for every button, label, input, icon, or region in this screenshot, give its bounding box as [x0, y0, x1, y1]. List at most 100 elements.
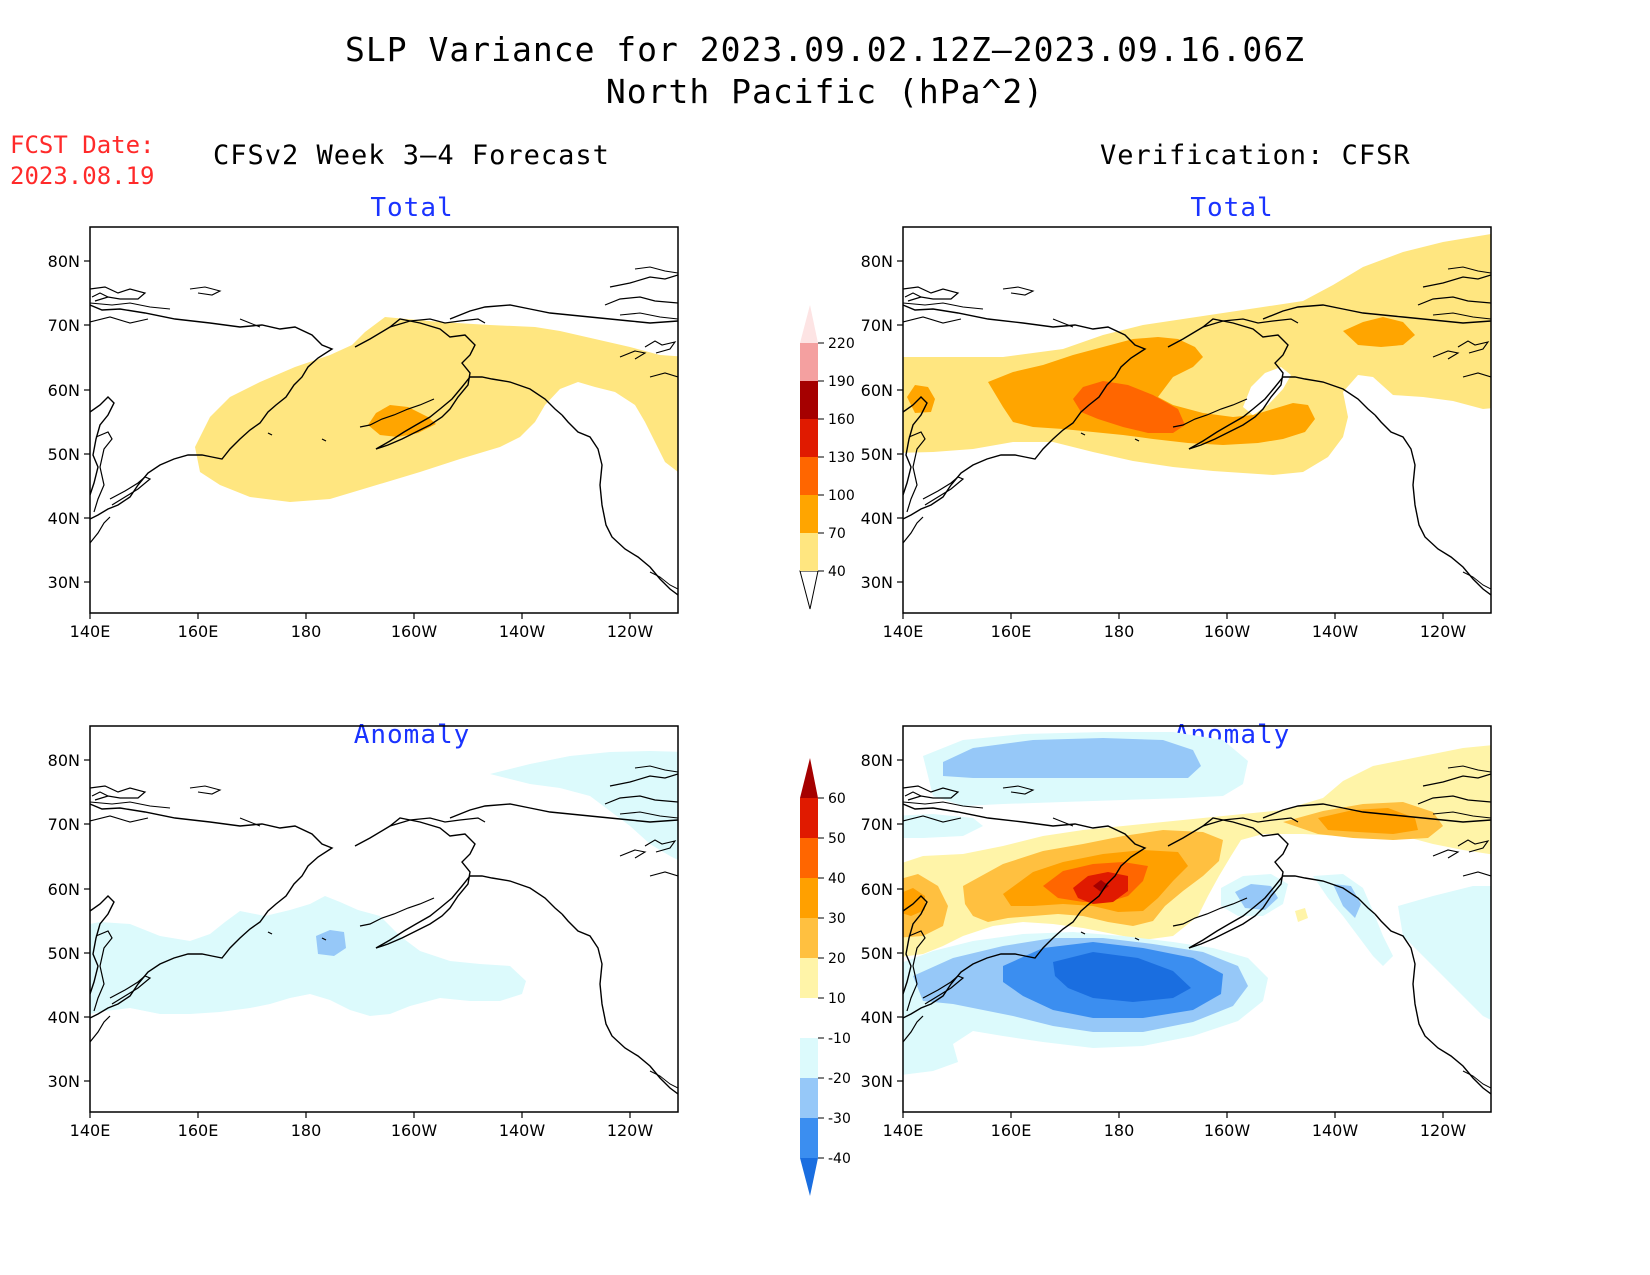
colorbar-total-bin — [800, 533, 818, 571]
contour-70-100-arctic — [1343, 317, 1415, 347]
colorbar-anomaly-label: 30 — [828, 911, 846, 927]
colorbar-anomaly-label: 10 — [828, 991, 846, 1007]
colorbar-total-bin — [800, 495, 818, 533]
contour-70-100-main — [988, 337, 1315, 445]
colorbar-total-label: 220 — [828, 336, 855, 352]
lon-label: 120W — [1420, 1121, 1467, 1140]
contour-70-100 — [368, 405, 436, 437]
panel-subtitle-forecast-anomaly: Anomaly — [353, 720, 471, 750]
chart-title: SLP Variance for 2023.09.02.12Z–2023.09.… — [345, 30, 1305, 69]
map-panel-forecast-total — [89, 226, 679, 614]
lat-label: 30N — [861, 573, 893, 592]
colorbar-anomaly-label: 40 — [828, 871, 846, 887]
map-panel-verification-anomaly — [902, 725, 1492, 1113]
lat-label: 50N — [48, 944, 80, 963]
lon-label: 140E — [70, 622, 111, 641]
lat-label: 80N — [48, 252, 80, 271]
lon-label: 160W — [1204, 1121, 1251, 1140]
lat-label: 40N — [48, 509, 80, 528]
lon-label: 180 — [291, 1121, 322, 1140]
fcst-date-value: 2023.08.19 — [10, 162, 155, 190]
lat-label: 30N — [861, 1072, 893, 1091]
colorbar-total-bin — [800, 381, 818, 419]
colorbar-total-label: 40 — [828, 564, 846, 580]
colorbar-anomaly-label: 20 — [828, 951, 846, 967]
colorbar-total-lower-tri — [799, 570, 819, 610]
contour-30-40-west — [903, 888, 925, 916]
lat-label: 80N — [48, 751, 80, 770]
lon-label: 140E — [883, 1121, 924, 1140]
lon-label: 120W — [607, 1121, 654, 1140]
chart-subtitle: North Pacific (hPa^2) — [605, 72, 1045, 111]
panel-subtitle-forecast-total: Total — [370, 193, 454, 223]
lat-label: 70N — [48, 815, 80, 834]
colorbar-anomaly-lower-tri — [800, 1158, 818, 1196]
contour-neg10-far-east — [1398, 886, 1491, 1020]
colorbars: 40 70 100 130 160 190 220 -40 -30 -20 -10 10 20 30 40 5… — [799, 305, 855, 1196]
colorbar-anomaly-label: -30 — [828, 1111, 851, 1127]
lon-label: 160E — [178, 622, 219, 641]
colorbar-anomaly-label: 50 — [828, 831, 846, 847]
lon-label: 180 — [1104, 1121, 1135, 1140]
colorbar-total-label: 130 — [828, 450, 855, 466]
left-column-title: CFSv2 Week 3–4 Forecast — [213, 140, 610, 171]
colorbar-anomaly-label: -20 — [828, 1071, 851, 1087]
lon-label: 140W — [499, 622, 546, 641]
contour-40-70 — [195, 317, 678, 502]
colorbar-total-bin — [800, 419, 818, 457]
colorbar-anomaly-bin — [800, 1078, 818, 1118]
lon-label: 120W — [607, 622, 654, 641]
lat-label: 50N — [861, 445, 893, 464]
colorbar-total-bin — [800, 457, 818, 495]
colorbar-anomaly-bin — [800, 958, 818, 998]
lat-label: 50N — [48, 445, 80, 464]
lon-label: 160E — [991, 622, 1032, 641]
map-panel-forecast-anomaly — [89, 725, 679, 1113]
lon-label: 140E — [883, 622, 924, 641]
colorbar-anomaly-bin — [800, 878, 818, 918]
colorbar-anomaly-bin — [800, 798, 818, 838]
colorbar-total-label: 190 — [828, 374, 855, 390]
right-column-title: Verification: CFSR — [1100, 140, 1411, 171]
contour-10-20-small — [1295, 908, 1308, 922]
lat-label: 40N — [48, 1008, 80, 1027]
colorbar-anomaly-label: -40 — [828, 1151, 851, 1167]
lat-label: 70N — [48, 316, 80, 335]
colorbar-anomaly-bin — [800, 1118, 818, 1158]
colorbar-anomaly-bin — [800, 918, 818, 958]
lat-label: 60N — [48, 381, 80, 400]
lat-label: 80N — [861, 252, 893, 271]
lon-label: 140W — [1312, 1121, 1359, 1140]
colorbar-anomaly-bin — [800, 838, 818, 878]
gap-white — [1243, 367, 1291, 415]
colorbar-total-label: 70 — [828, 526, 846, 542]
contour-neg10-east — [1313, 874, 1393, 966]
colorbar-total-label: 100 — [828, 488, 855, 504]
contour-neg40-pacific — [1053, 952, 1191, 1002]
lon-label: 160E — [991, 1121, 1032, 1140]
contour-neg20-neg30-north — [943, 738, 1201, 778]
colorbar-anomaly-bin — [800, 1038, 818, 1078]
lat-label: 60N — [861, 381, 893, 400]
colorbar-anomaly-label: -10 — [828, 1031, 851, 1047]
contour-neg20-east — [1333, 884, 1361, 918]
colorbar-anomaly-upper-tri — [800, 758, 818, 798]
lat-label: 40N — [861, 509, 893, 528]
axis-labels: 80N 70N 60N 50N 40N 30N 140E 160E 180 160W 140W 120… — [48, 252, 1467, 1140]
contour-neg10-neg20-arctic — [490, 751, 678, 860]
colorbar-anomaly-bin — [800, 998, 818, 1038]
lon-label: 160W — [391, 1121, 438, 1140]
lon-label: 140W — [1312, 622, 1359, 641]
lat-label: 50N — [861, 944, 893, 963]
map-panel-verification-total — [902, 226, 1492, 614]
lat-label: 60N — [861, 880, 893, 899]
lat-label: 70N — [861, 316, 893, 335]
colorbar-total-bin — [800, 343, 818, 381]
contour-neg20-gulf — [1235, 884, 1278, 910]
lon-label: 140W — [499, 1121, 546, 1140]
lat-label: 80N — [861, 751, 893, 770]
contour-neg10-neg20-main — [90, 896, 526, 1016]
lon-label: 140E — [70, 1121, 111, 1140]
lon-label: 160E — [178, 1121, 219, 1140]
